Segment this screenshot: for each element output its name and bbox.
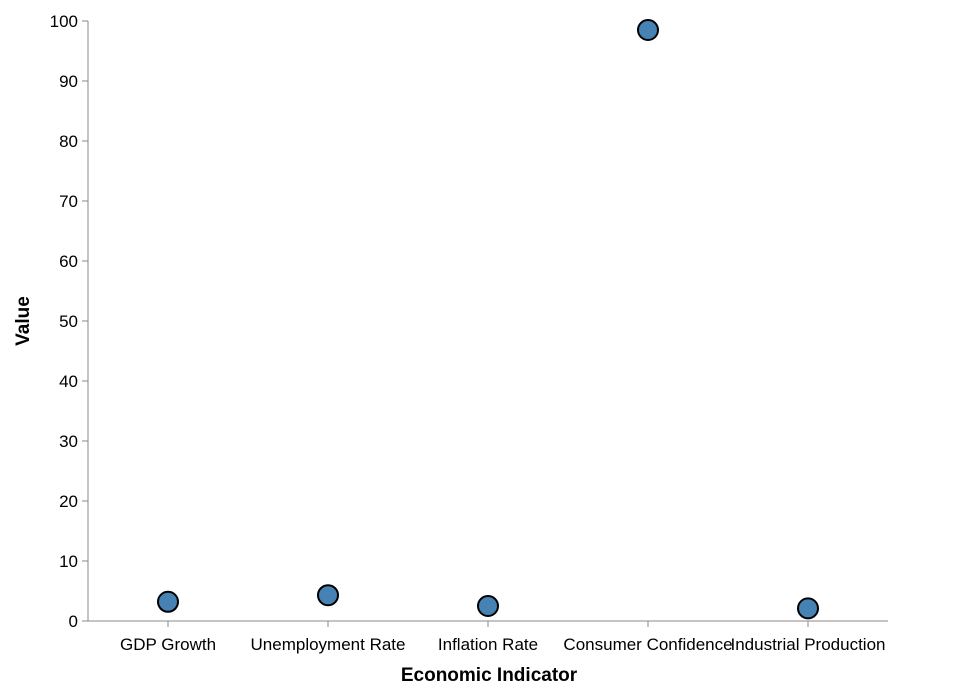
y-tick-label: 20 [59, 492, 78, 511]
y-tick-label: 100 [50, 12, 78, 31]
data-point [317, 584, 339, 607]
y-tick-label: 40 [59, 372, 78, 391]
x-tick-label: Unemployment Rate [251, 635, 406, 654]
x-tick-label: Industrial Production [731, 635, 886, 654]
data-point [477, 595, 499, 617]
data-points [157, 19, 819, 620]
x-tick-label: Inflation Rate [438, 635, 538, 654]
y-tick-label: 30 [59, 432, 78, 451]
y-tick-label: 50 [59, 312, 78, 331]
data-point [637, 19, 659, 41]
y-tick-label: 60 [59, 252, 78, 271]
y-tick-label: 70 [59, 192, 78, 211]
x-axis-title: Economic Indicator [401, 665, 578, 686]
y-tick-label: 80 [59, 132, 78, 151]
y-axis-title: Value [13, 296, 34, 346]
x-axis: GDP Growth Unemployment Rate Inflation Rat… [88, 620, 888, 654]
y-tick-label: 0 [69, 612, 78, 631]
data-point [157, 590, 179, 613]
x-tick-label: Consumer Confidence [563, 635, 732, 654]
x-tick-label: GDP Growth [120, 635, 216, 654]
y-axis: 0 10 20 30 40 50 60 70 80 90 100 [50, 12, 89, 631]
y-tick-label: 90 [59, 72, 78, 91]
y-tick-label: 10 [59, 552, 78, 571]
data-point [797, 597, 819, 620]
